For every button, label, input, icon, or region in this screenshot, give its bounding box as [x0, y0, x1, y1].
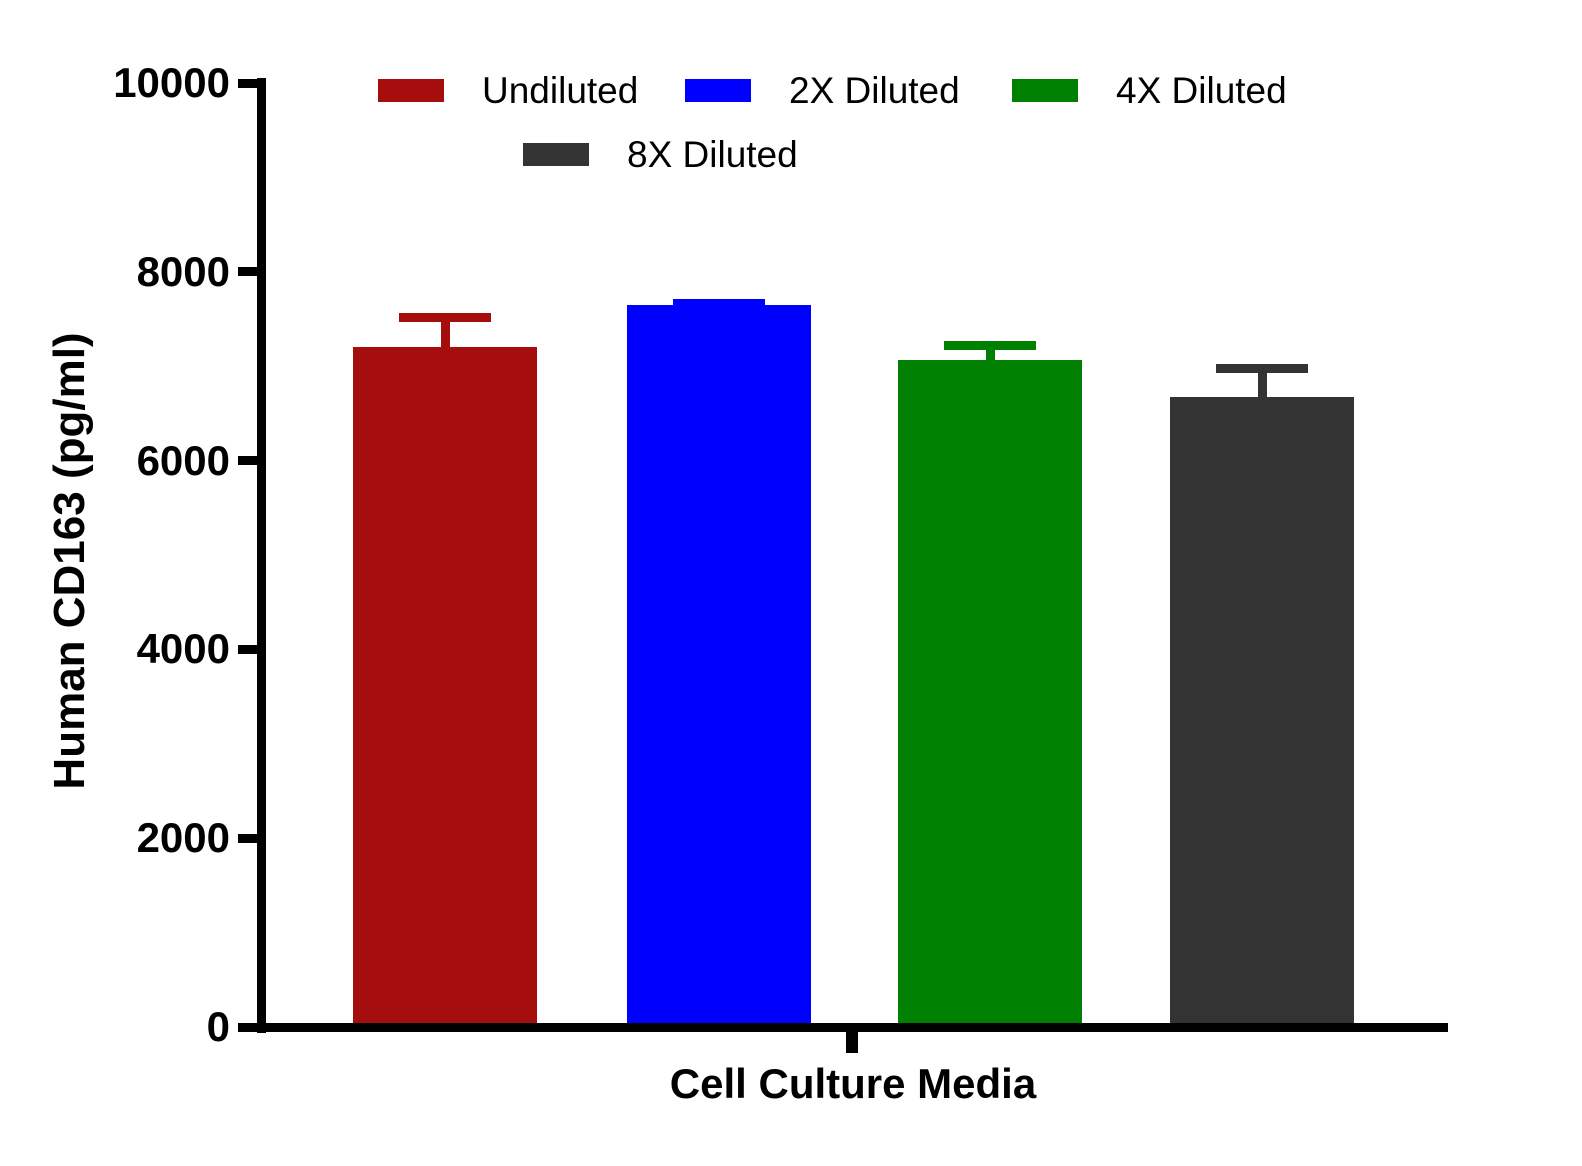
y-tick-8000	[238, 267, 257, 277]
y-axis-line	[257, 78, 266, 1033]
bar-8x-diluted	[1170, 397, 1354, 1023]
legend-item-4x-diluted: 4X Diluted	[1012, 69, 1287, 111]
y-tick-6000	[238, 456, 257, 466]
y-tick-10000	[238, 78, 257, 88]
x-axis-title: Cell Culture Media	[669, 1060, 1037, 1107]
legend-swatch-2x-diluted	[685, 78, 751, 102]
legend-label-8x-diluted: 8X Diluted	[627, 133, 798, 175]
y-tick-label-2000: 2000	[136, 814, 230, 862]
y-tick-0	[238, 1022, 257, 1032]
legend-item-8x-diluted: 8X Diluted	[523, 133, 798, 175]
error-bar-stem-8x-diluted	[1257, 368, 1267, 400]
error-bar-cap-8x-diluted	[1216, 364, 1308, 374]
error-bar-stem-4x-diluted	[985, 345, 995, 362]
legend-swatch-undiluted	[378, 78, 444, 102]
error-bar-cap-4x-diluted	[944, 340, 1036, 350]
error-bar-cap-2x-diluted	[673, 299, 765, 309]
bar-2x-diluted	[627, 304, 811, 1023]
error-bar-cap-undiluted	[399, 313, 491, 323]
x-axis-line	[238, 1023, 1448, 1032]
y-tick-label-4000: 4000	[136, 625, 230, 673]
legend-swatch-4x-diluted	[1012, 78, 1078, 102]
y-axis-title: Human CD163 (pg/ml)	[45, 332, 94, 790]
legend-item-undiluted: Undiluted	[378, 69, 639, 111]
legend-item-2x-diluted: 2X Diluted	[685, 69, 960, 111]
legend-swatch-8x-diluted	[523, 142, 589, 166]
y-tick-label-8000: 8000	[136, 247, 230, 295]
y-tick-label-10000: 10000	[113, 59, 230, 106]
legend-label-4x-diluted: 4X Diluted	[1116, 69, 1287, 111]
bar-undiluted	[353, 347, 537, 1023]
x-axis-tick	[846, 1031, 858, 1053]
y-tick-4000	[238, 644, 257, 654]
y-tick-label-0: 0	[206, 1003, 230, 1050]
legend-label-undiluted: Undiluted	[482, 69, 639, 111]
bar-4x-diluted	[898, 359, 1082, 1023]
legend-label-2x-diluted: 2X Diluted	[789, 69, 960, 111]
y-tick-label-6000: 6000	[136, 436, 230, 484]
error-bar-stem-undiluted	[440, 317, 450, 350]
y-tick-2000	[238, 833, 257, 843]
